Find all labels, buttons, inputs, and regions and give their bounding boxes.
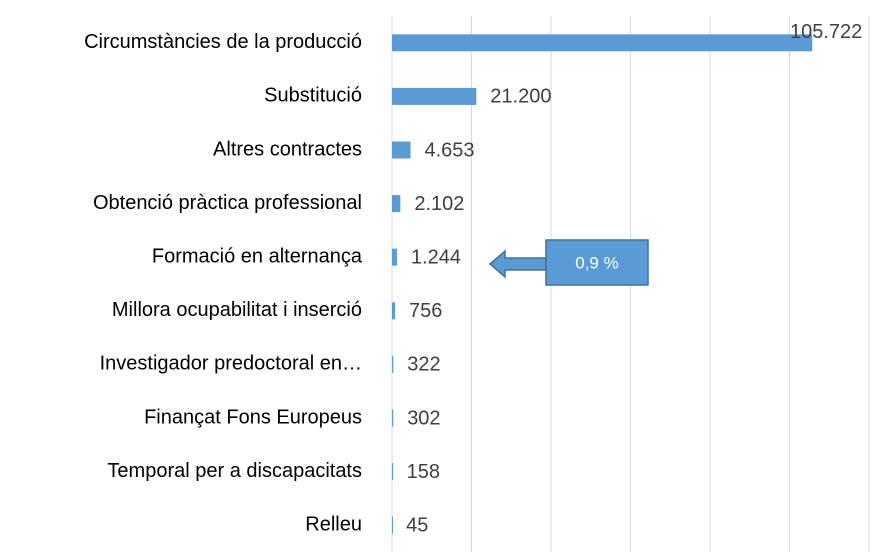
value-label: 21.200 <box>490 86 551 108</box>
category-label: Circumstàncies de la producció <box>84 31 362 53</box>
value-label: 158 <box>407 461 440 483</box>
bar <box>392 463 393 481</box>
value-label: 756 <box>409 300 442 322</box>
value-label: 45 <box>406 514 428 536</box>
bar <box>392 355 394 373</box>
bar <box>392 34 813 52</box>
value-label: 322 <box>407 354 440 376</box>
bar <box>392 248 397 266</box>
value-label: 302 <box>407 407 440 429</box>
category-label: Altres contractes <box>213 138 362 160</box>
category-label: Obtenció pràctica professional <box>93 192 362 214</box>
category-label: Substitució <box>264 85 362 107</box>
value-label: 1.244 <box>411 246 461 268</box>
bar <box>392 87 477 105</box>
category-label: Formació en alternança <box>152 245 363 267</box>
category-label: Finançat Fons Europeus <box>144 406 362 428</box>
value-label: 2.102 <box>414 193 464 215</box>
category-label: Temporal per a discapacitats <box>107 460 362 482</box>
callout-box <box>545 239 649 286</box>
bar <box>392 141 411 159</box>
value-label: 105.722 <box>790 21 862 43</box>
bar <box>392 516 393 534</box>
bar <box>392 302 396 320</box>
category-label: Relleu <box>305 513 362 535</box>
bar <box>392 195 401 213</box>
bar <box>392 409 394 427</box>
callout: 0,9 % <box>488 239 649 286</box>
annotation: 0,9 % <box>575 253 618 272</box>
value-label: 4.653 <box>424 139 474 161</box>
category-label: Millora ocupabilitat i inserció <box>112 299 362 321</box>
category-label: Investigador predoctoral en… <box>100 353 362 375</box>
callout-arrow <box>488 249 547 279</box>
